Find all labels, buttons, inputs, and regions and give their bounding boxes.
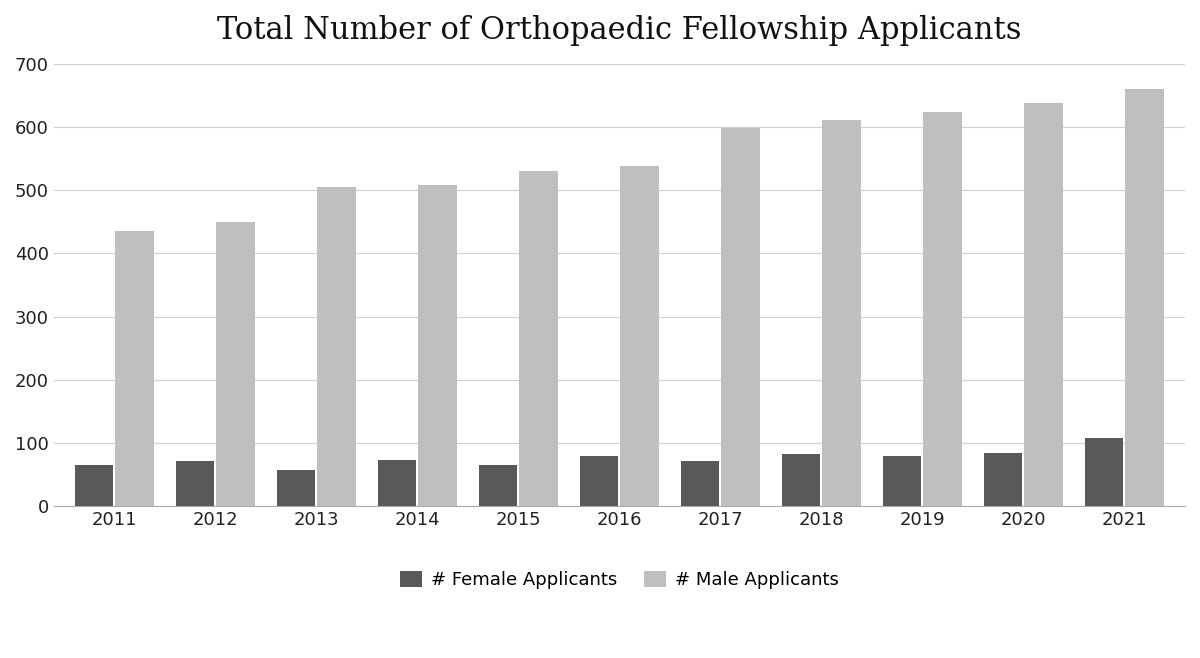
Bar bbox=[580, 456, 618, 506]
Bar bbox=[378, 460, 416, 506]
Bar bbox=[76, 465, 114, 506]
Bar bbox=[176, 461, 215, 506]
Bar bbox=[520, 170, 558, 506]
Bar bbox=[924, 112, 962, 506]
Bar bbox=[479, 465, 517, 506]
Bar bbox=[1126, 89, 1164, 506]
Bar bbox=[1025, 103, 1063, 506]
Bar bbox=[620, 166, 659, 506]
Bar bbox=[216, 222, 254, 506]
Bar bbox=[822, 120, 860, 506]
Legend: # Female Applicants, # Male Applicants: # Female Applicants, # Male Applicants bbox=[392, 564, 846, 596]
Bar bbox=[277, 470, 316, 506]
Bar bbox=[782, 453, 821, 506]
Bar bbox=[721, 128, 760, 506]
Title: Total Number of Orthopaedic Fellowship Applicants: Total Number of Orthopaedic Fellowship A… bbox=[217, 15, 1021, 46]
Bar bbox=[682, 461, 720, 506]
Bar bbox=[984, 453, 1022, 506]
Bar bbox=[419, 185, 457, 506]
Bar bbox=[115, 232, 154, 506]
Bar bbox=[318, 186, 356, 506]
Bar bbox=[1085, 438, 1123, 506]
Bar bbox=[883, 455, 922, 506]
